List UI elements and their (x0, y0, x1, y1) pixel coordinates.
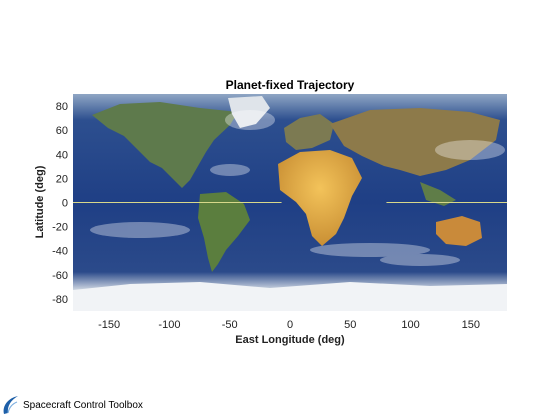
toolbox-swoosh-icon (3, 396, 18, 414)
y-tick-label: -40 (52, 246, 68, 258)
south-america (198, 192, 250, 272)
y-axis-label: Latitude (deg) (34, 165, 46, 238)
x-tick-label: 150 (462, 319, 480, 331)
chart-title: Planet-fixed Trajectory (226, 78, 355, 92)
north-america (92, 102, 238, 188)
southeast-asia (420, 182, 456, 206)
cloud-cover (90, 110, 505, 266)
branding: Spacecraft Control Toolbox (2, 392, 143, 418)
australia (436, 216, 482, 246)
y-tick-label: 60 (56, 125, 68, 137)
x-tick-label: 50 (344, 319, 356, 331)
y-tick-label: -20 (52, 222, 68, 234)
x-tick-label: -100 (158, 319, 180, 331)
x-tick-labels: -150 -100 -50 0 50 100 150 (98, 319, 480, 331)
x-tick-label: -150 (98, 319, 120, 331)
greenland (228, 96, 270, 128)
y-tick-label: 80 (56, 101, 68, 113)
y-tick-labels: -80 -60 -40 -20 0 20 40 60 80 (52, 101, 68, 306)
x-tick-label: 100 (401, 319, 419, 331)
y-tick-label: 0 (62, 198, 68, 210)
y-tick-label: 20 (56, 173, 68, 185)
x-tick-label: -50 (222, 319, 238, 331)
y-tick-label: -60 (52, 270, 68, 282)
antarctica (73, 282, 507, 311)
branding-text: Spacecraft Control Toolbox (23, 399, 143, 411)
y-tick-label: -80 (52, 294, 68, 306)
asia (330, 108, 500, 176)
africa (278, 150, 362, 246)
map-continents (73, 96, 507, 311)
y-tick-label: 40 (56, 149, 68, 161)
x-axis-label: East Longitude (deg) (235, 334, 345, 346)
x-tick-label: 0 (287, 319, 293, 331)
europe (284, 114, 334, 150)
